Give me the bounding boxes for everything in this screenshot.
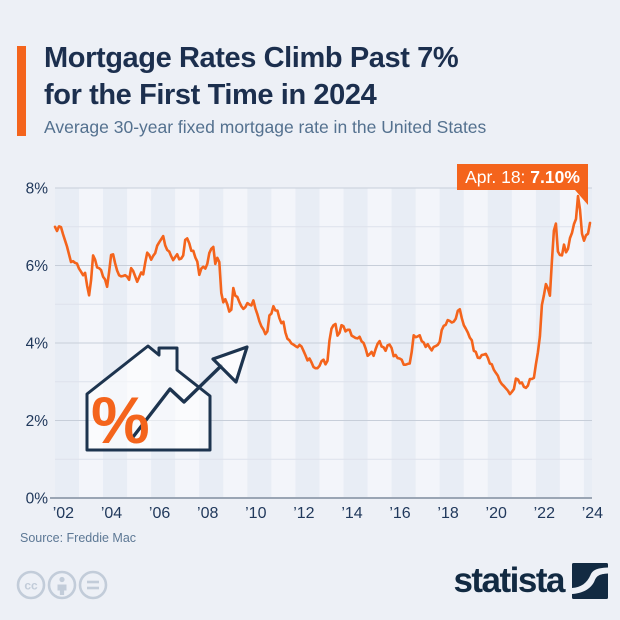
latest-value-annotation: Apr. 18: 7.10% (457, 164, 588, 205)
mortgage-rate-line (53, 194, 592, 396)
chart-line-layer (53, 194, 592, 396)
source-note: Source: Freddie Mac (20, 531, 137, 545)
page-subtitle: Average 30-year fixed mortgage rate in t… (44, 117, 487, 137)
title-line-1: Mortgage Rates Climb Past 7% (44, 42, 459, 74)
x-axis-tick-label: ’12 (293, 505, 314, 522)
chart-grid-layer: 0% 2% 4% 6% 8% ’02 ’04 ’06 ’08 ’10 ’12 ’14 ’16 ’18 ’20… (26, 181, 604, 523)
x-axis-tick-label: ’14 (341, 505, 362, 522)
y-axis-tick-label: 0% (26, 491, 49, 508)
x-axis-tick-label: ’02 (53, 505, 74, 522)
statista-logo-mark (572, 563, 608, 599)
percent-symbol: % (91, 383, 150, 457)
mortgage-rate-chart: 0% 2% 4% 6% 8% ’02 ’04 ’06 ’08 ’10 ’12 ’14 ’16 ’18 ’20… (26, 181, 604, 523)
x-axis-tick-label: ’04 (101, 505, 122, 522)
annotation-date: Apr. 18: (465, 166, 531, 187)
x-axis-tick-label: ’06 (149, 505, 170, 522)
cc-icon (16, 570, 46, 600)
annotation-value: 7.10% (530, 166, 580, 187)
x-axis-tick-label: ’16 (389, 505, 410, 522)
house-percent-arrow-icon: % (85, 344, 249, 457)
attribution-icon (47, 570, 77, 600)
y-axis-tick-label: 8% (26, 181, 49, 198)
statista-logo: statista (453, 563, 608, 599)
title-accent-bar (17, 46, 26, 136)
license-icons: cc (16, 570, 108, 600)
house-outline (85, 344, 212, 452)
statista-wordmark: statista (453, 561, 565, 600)
trend-arrow-head (211, 345, 249, 384)
attribution-glyph (57, 576, 67, 595)
page-title: Mortgage Rates Climb Past 7% for the Fir… (44, 40, 604, 114)
cc-glyph: cc (24, 579, 38, 593)
trend-arrow-shaft (131, 364, 223, 439)
y-axis-tick-label: 6% (26, 258, 49, 275)
y-axis-tick-label: 2% (26, 413, 49, 430)
x-axis-tick-label: ’18 (437, 505, 458, 522)
y-axis-tick-label: 4% (26, 336, 49, 353)
equals-glyph (87, 580, 99, 590)
x-axis-tick-label: ’20 (486, 505, 507, 522)
x-axis-tick-label: ’24 (582, 505, 603, 522)
x-axis-tick-label: ’10 (245, 505, 266, 522)
title-line-2: for the First Time in 2024 (44, 79, 377, 111)
x-axis-tick-label: ’22 (534, 505, 555, 522)
no-derivatives-icon (78, 570, 108, 600)
annotation-tail (575, 190, 588, 205)
x-axis-tick-label: ’08 (197, 505, 218, 522)
